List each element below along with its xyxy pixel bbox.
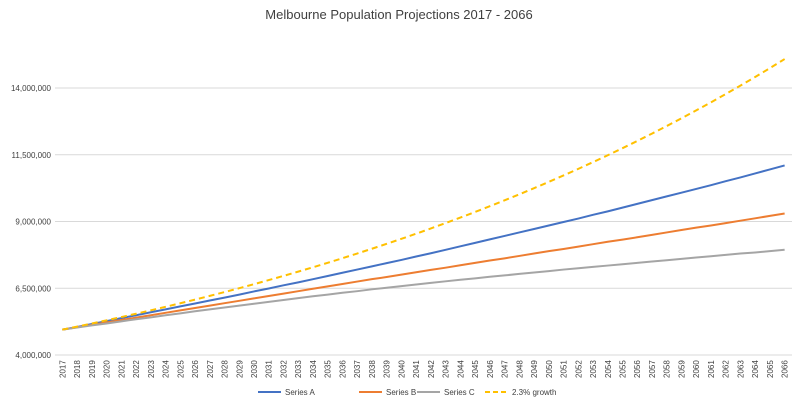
x-tick-label: 2059	[677, 360, 686, 378]
x-tick-label: 2063	[736, 360, 745, 378]
y-axis-ticks: 4,000,000 6,500,000 9,000,000 11,500,000 14,…	[11, 84, 52, 360]
x-tick-label: 2026	[191, 360, 200, 378]
x-tick-label: 2022	[132, 360, 141, 378]
x-tick-label: 2044	[456, 360, 465, 378]
legend-label: Series B	[386, 388, 416, 397]
x-tick-label: 2039	[383, 360, 392, 378]
x-tick-label: 2036	[338, 360, 347, 378]
series-lines	[62, 58, 786, 331]
x-axis-ticks: 2017 2018 2019 2020 2021 2022 2023 2024 2025 2026…	[58, 360, 789, 378]
x-tick-label: 2061	[707, 360, 716, 378]
x-tick-label: 2029	[235, 360, 244, 378]
chart-title: Melbourne Population Projections 2017 - …	[265, 7, 532, 22]
x-tick-label: 2017	[58, 360, 67, 378]
y-tick-label: 6,500,000	[15, 284, 51, 293]
x-tick-label: 2024	[162, 360, 171, 378]
x-tick-label: 2020	[103, 360, 112, 378]
y-tick-label: 4,000,000	[15, 351, 51, 360]
x-tick-label: 2047	[501, 360, 510, 378]
legend-label: Series C	[444, 388, 475, 397]
x-tick-label: 2048	[515, 360, 524, 378]
gridlines	[55, 87, 792, 356]
x-tick-label: 2031	[265, 360, 274, 378]
x-tick-label: 2046	[486, 360, 495, 378]
x-tick-label: 2049	[530, 360, 539, 378]
x-tick-label: 2035	[324, 360, 333, 378]
y-tick-label: 9,000,000	[15, 218, 51, 227]
x-tick-label: 2030	[250, 360, 259, 378]
legend-label: 2.3% growth	[512, 388, 556, 397]
x-tick-label: 2033	[294, 360, 303, 378]
x-tick-label: 2058	[663, 360, 672, 378]
series-line-2	[62, 248, 785, 331]
x-tick-label: 2037	[353, 360, 362, 378]
series-line-3	[62, 58, 786, 331]
x-tick-label: 2054	[604, 360, 613, 378]
x-tick-label: 2050	[545, 360, 554, 378]
x-tick-label: 2027	[206, 360, 215, 378]
series-line-1	[62, 212, 785, 331]
legend-label: Series A	[285, 388, 315, 397]
x-tick-label: 2040	[397, 360, 406, 378]
x-tick-label: 2019	[88, 360, 97, 378]
y-tick-label: 11,500,000	[12, 151, 52, 160]
x-tick-label: 2053	[589, 360, 598, 378]
x-tick-label: 2052	[574, 360, 583, 378]
x-tick-label: 2062	[722, 360, 731, 378]
x-tick-label: 2057	[648, 360, 657, 378]
x-tick-label: 2023	[147, 360, 156, 378]
x-tick-label: 2038	[368, 360, 377, 378]
y-tick-label: 14,000,000	[11, 84, 52, 93]
x-tick-label: 2045	[471, 360, 480, 378]
x-tick-label: 2032	[279, 360, 288, 378]
x-tick-label: 2064	[751, 360, 760, 378]
x-tick-label: 2028	[221, 360, 230, 378]
x-tick-label: 2021	[117, 360, 126, 378]
x-tick-label: 2034	[309, 360, 318, 378]
x-tick-label: 2066	[781, 360, 790, 378]
x-tick-label: 2043	[442, 360, 451, 378]
x-tick-label: 2060	[692, 360, 701, 378]
x-tick-label: 2056	[633, 360, 642, 378]
x-tick-label: 2051	[560, 360, 569, 378]
x-tick-label: 2042	[427, 360, 436, 378]
x-tick-label: 2065	[766, 360, 775, 378]
x-tick-label: 2018	[73, 360, 82, 378]
legend: Series A Series B Series C 2.3% growth	[258, 388, 556, 397]
x-tick-label: 2025	[176, 360, 185, 378]
x-tick-label: 2041	[412, 360, 421, 378]
series-line-0	[62, 164, 785, 331]
x-tick-label: 2055	[618, 360, 627, 378]
